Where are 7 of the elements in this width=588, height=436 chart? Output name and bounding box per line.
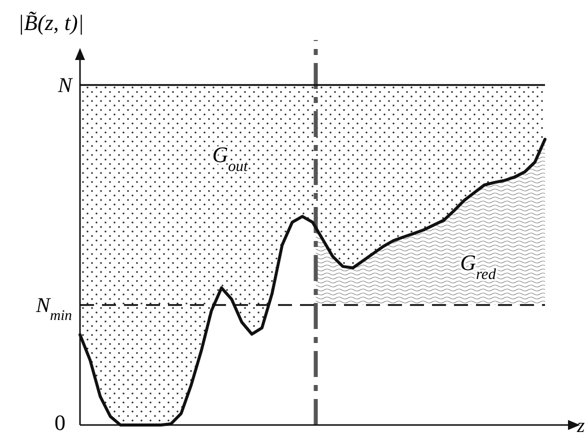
text: 0 (54, 410, 66, 435)
x-axis-title: z (576, 415, 585, 436)
ref-line-label: N$_{min}$ (34, 293, 72, 324)
y-axis-title: |B̃(z, t)| (18, 10, 84, 35)
annotation: G$_{red}$ (460, 250, 496, 282)
band-label: G$_{out}$ (212, 142, 248, 174)
ref-line-label: N (56, 73, 73, 97)
